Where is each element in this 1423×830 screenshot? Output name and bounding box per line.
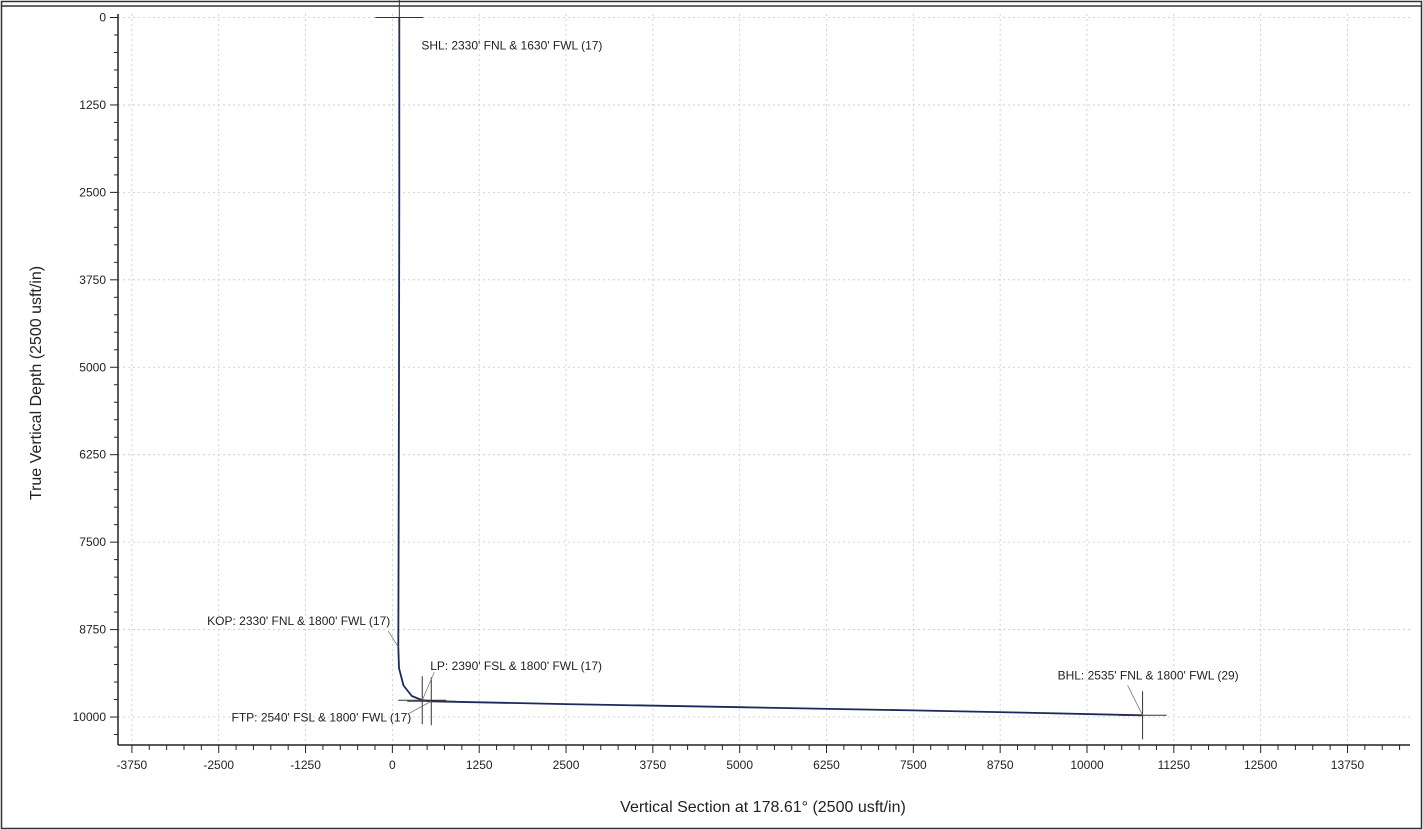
annotation-label: LP: 2390' FSL & 1800' FWL (17) [430,659,602,673]
x-tick-label: 0 [389,758,396,772]
annotation-leader [409,700,432,714]
annotation-label: SHL: 2330' FNL & 1630' FWL (17) [421,38,602,52]
annotation-leader [387,630,399,648]
y-tick-label: 2500 [79,185,106,199]
y-tick-label: 1250 [79,98,106,112]
y-tick-label: 8750 [79,623,106,637]
axes [117,14,1410,746]
x-tick-label: 11250 [1158,758,1191,772]
annotation-leader [421,672,435,701]
x-tick-label: -1250 [290,758,321,772]
grid [118,14,1410,745]
x-tick-label: 5000 [726,758,753,772]
x-tick-label: -2500 [203,758,234,772]
y-axis-title: True Vertical Depth (2500 usft/in) [28,266,45,500]
x-tick-label: 13750 [1331,758,1365,772]
x-tick-label: 2500 [553,758,580,772]
x-axis-ticks: -3750 -2500 -1250 0 1250 2500 3750 5000 6250 7500… [117,745,1401,772]
annotation-label: KOP: 2330' FNL & 1800' FWL (17) [207,614,390,628]
x-tick-label: 7500 [900,758,927,772]
x-tick-label: 12500 [1244,758,1278,772]
y-tick-label: 7500 [79,535,106,549]
y-axis-ticks: 0 1250 2500 3750 5000 6250 7500 8750 10000 [73,10,118,736]
y-tick-label: 5000 [79,360,106,374]
x-tick-label: 6250 [813,758,840,772]
annotation-label: BHL: 2535' FNL & 1800' FWL (29) [1058,668,1239,682]
annotation-group: SHL: 2330' FNL & 1630' FWL (17) KOP: 2330… [207,38,1239,724]
x-tick-label: 1250 [466,758,493,772]
y-tick-label: 6250 [79,448,106,462]
x-tick-label: -3750 [117,758,148,772]
x-tick-label: 3750 [640,758,667,772]
x-tick-label: 10000 [1070,758,1104,772]
annotation-leader [1127,685,1143,716]
y-tick-label: 3750 [79,273,106,287]
x-axis-title: Vertical Section at 178.61° (2500 usft/i… [620,799,906,816]
y-tick-label: 10000 [73,710,107,724]
annotation-label: FTP: 2540' FSL & 1800' FWL (17) [232,710,412,724]
y-tick-label: 0 [99,10,106,24]
x-tick-label: 8750 [987,758,1014,772]
series-group [397,17,1143,717]
well-path-line [397,17,1143,717]
